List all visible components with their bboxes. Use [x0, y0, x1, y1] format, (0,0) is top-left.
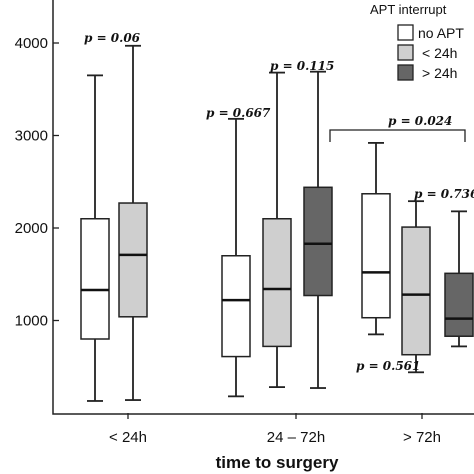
annotation-p-0024: p = 0.024 [388, 114, 452, 128]
box-no-apt [221, 117, 251, 398]
x-tick-label: 24 – 72h [267, 429, 325, 446]
legend-swatch-no-apt [397, 24, 414, 41]
legend-swatch-lt-24h [397, 44, 414, 61]
legend: APT interrupt no APT < 24h > 24h [370, 2, 464, 81]
box-iqr [361, 193, 391, 319]
box-iqr [262, 218, 292, 348]
y-tick-label: 4000 [15, 35, 48, 52]
box-iqr [444, 272, 474, 337]
legend-title: APT interrupt [370, 2, 447, 17]
annotation-p-0667: p = 0.667 [206, 106, 271, 120]
x-axis: < 24h 24 – 72h > 72h [109, 413, 441, 446]
x-axis-title: time to surgery [216, 453, 339, 472]
x-tick-label: < 24h [109, 429, 147, 446]
box--24h [303, 70, 333, 389]
box-iqr [401, 226, 431, 356]
annotation-p-0561: p = 0.561 [356, 359, 420, 373]
box-no-apt [80, 74, 110, 402]
annotation-p-0115: p = 0.115 [270, 59, 334, 73]
y-tick-label: 3000 [15, 128, 48, 145]
annotation-p-0736: p = 0.736 [414, 187, 474, 201]
legend-label-no-apt: no APT [418, 25, 464, 41]
box-iqr [80, 218, 110, 340]
box--24h [444, 210, 474, 348]
y-tick-label: 2000 [15, 220, 48, 237]
legend-swatch-gt-24h [397, 64, 414, 81]
box-iqr [118, 202, 148, 318]
y-tick-label: 1000 [15, 313, 48, 330]
box-iqr [303, 186, 333, 297]
box-no-apt [361, 141, 391, 336]
box--24h [262, 71, 292, 389]
box-iqr [221, 255, 251, 358]
box--24h [401, 200, 431, 374]
y-axis: 1000 2000 3000 4000 [15, 35, 59, 330]
x-tick-label: > 72h [403, 429, 441, 446]
annotation-p-006: p = 0.06 [84, 31, 141, 45]
box--24h [118, 44, 148, 401]
p-value-annotations: p = 0.06 p = 0.115 p = 0.667 p = 0.024 p… [84, 31, 474, 373]
significance-bracket [329, 129, 466, 142]
box-series [80, 44, 474, 402]
legend-label-gt-24h: > 24h [422, 65, 457, 81]
legend-label-lt-24h: < 24h [422, 45, 457, 61]
